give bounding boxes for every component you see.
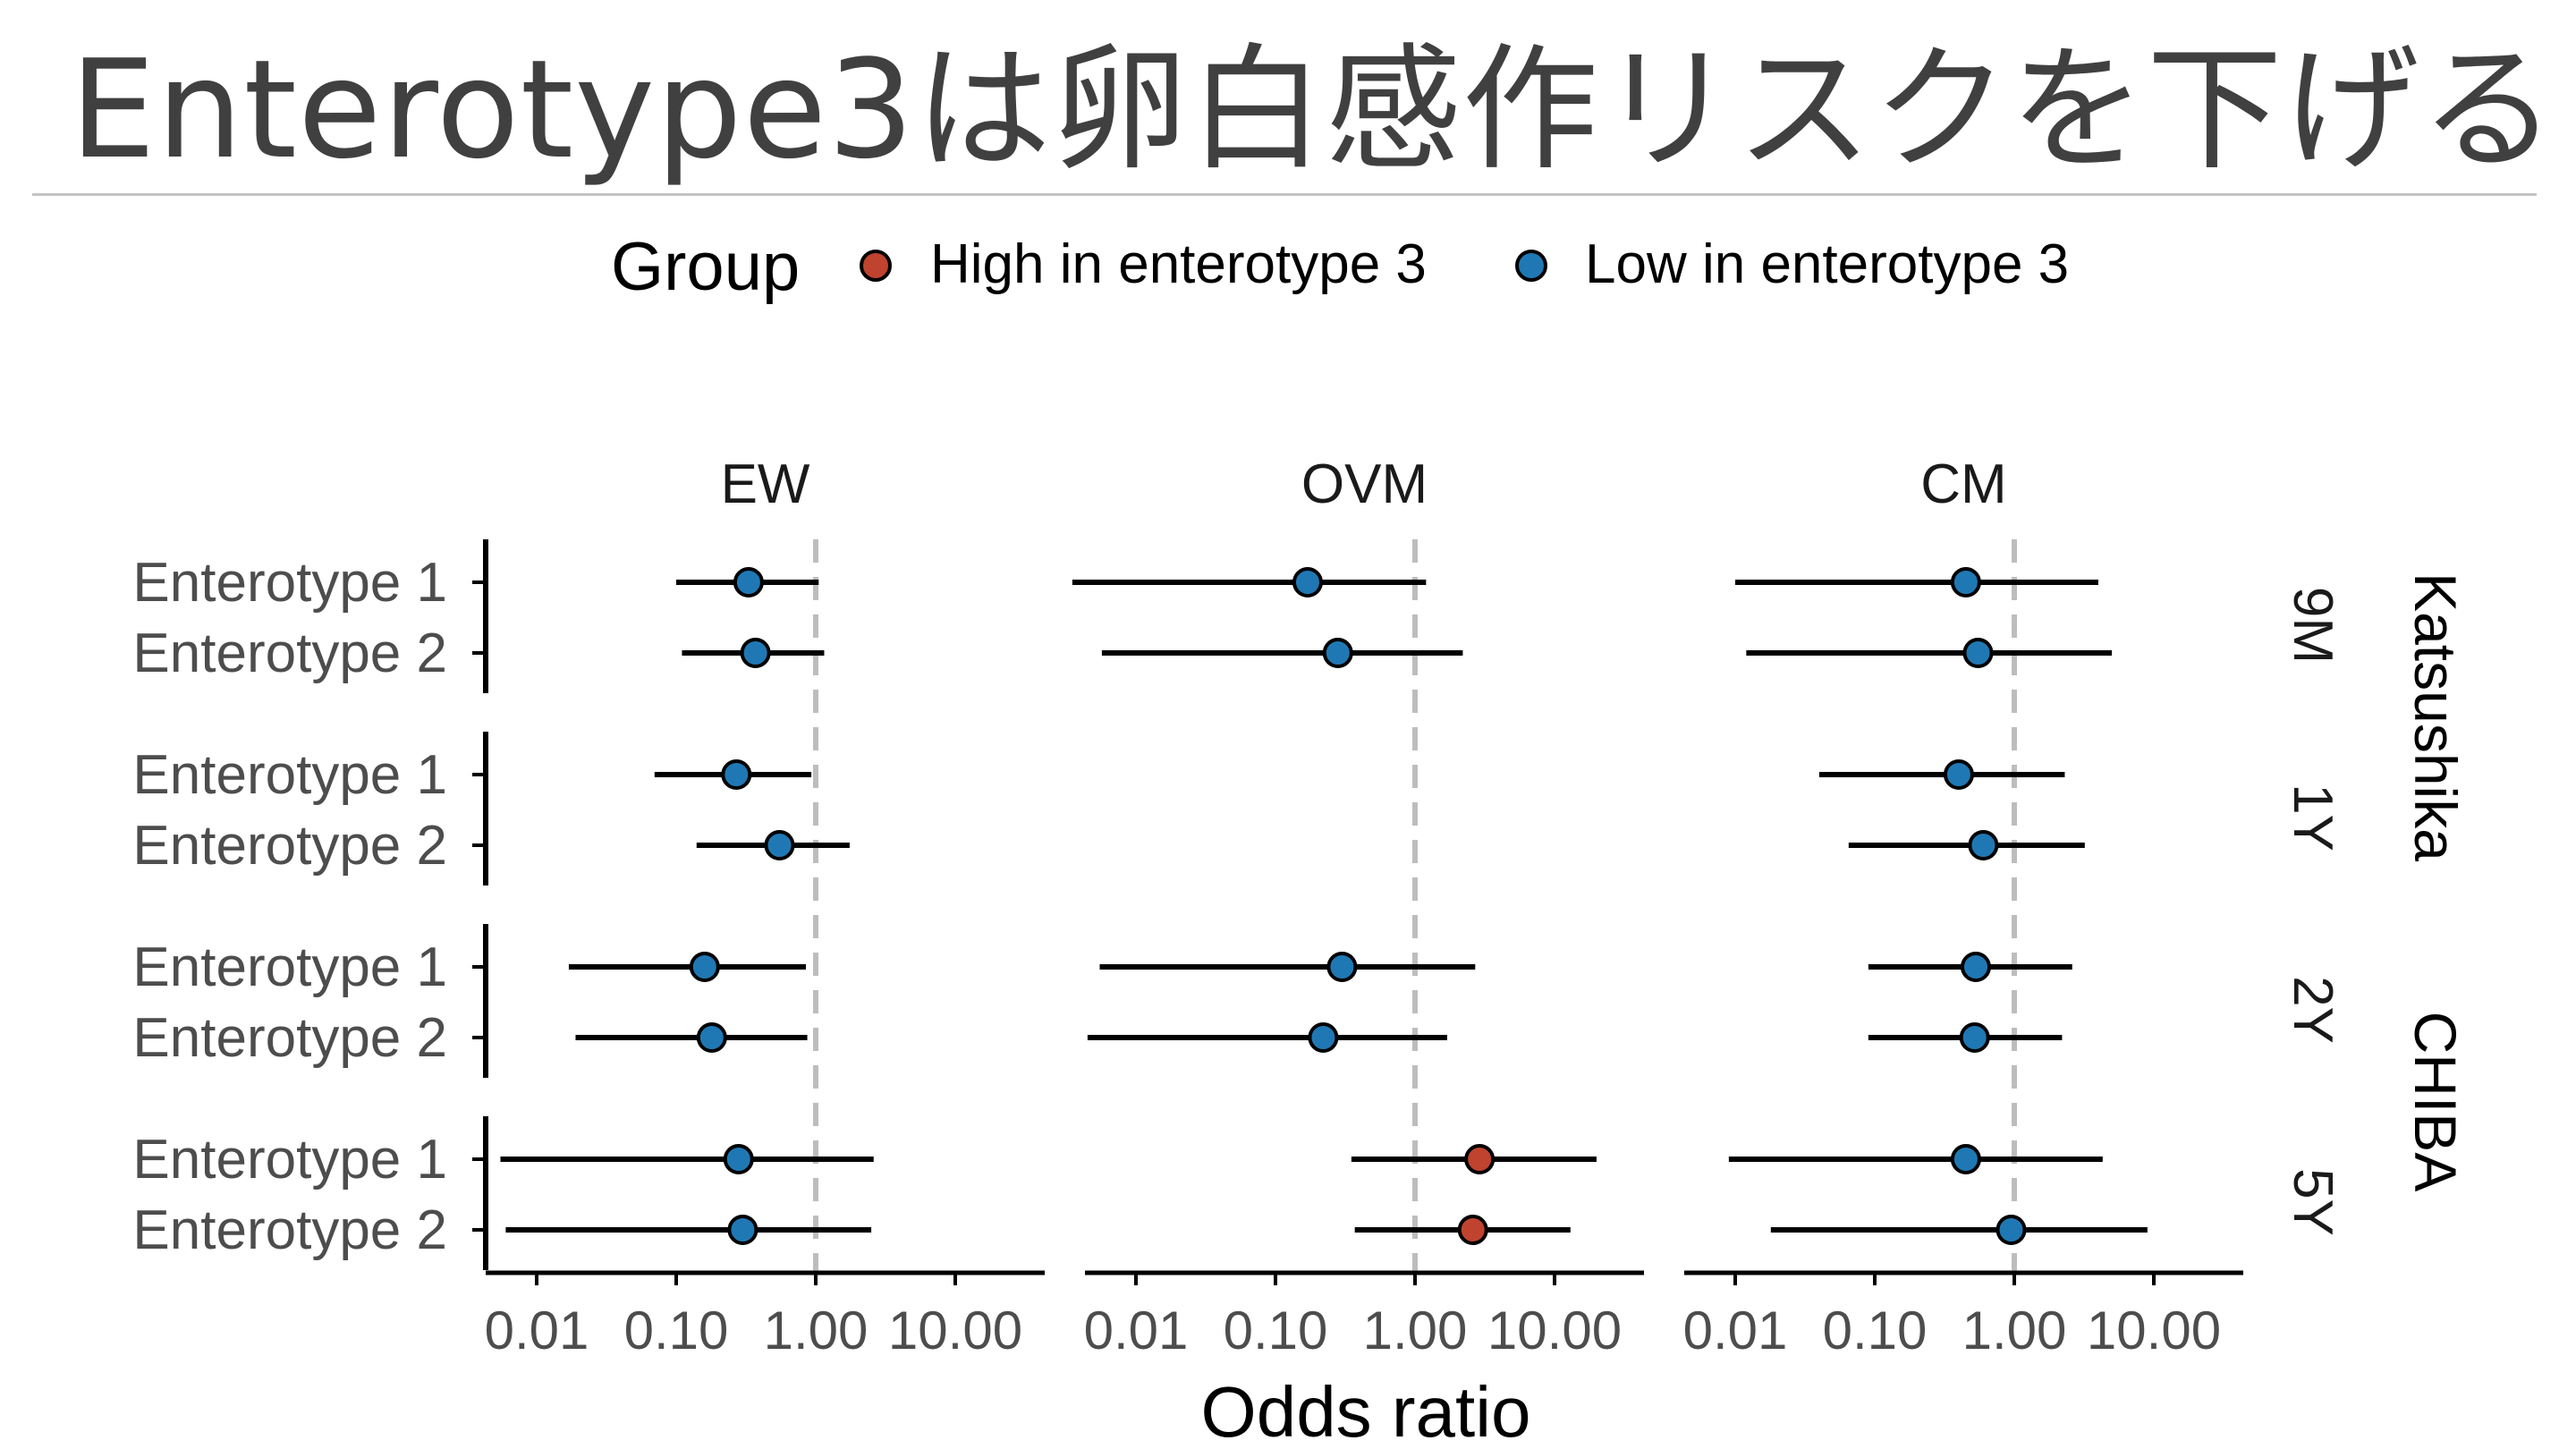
- point-ovm-2y-enterotype-1: [1326, 952, 1358, 982]
- facet-label-ovm: OVM: [1301, 453, 1428, 515]
- legend-key-low: [1515, 250, 1547, 282]
- x-tick-label: 0.01: [1683, 1301, 1788, 1360]
- y-tick-label: Enterotype 1: [132, 1129, 447, 1191]
- point-ew-1y-enterotype-1: [721, 759, 752, 790]
- y-tick-label: Enterotype 1: [132, 936, 447, 998]
- point-ew-9m-enterotype-2: [740, 638, 771, 668]
- point-cm-1y-enterotype-1: [1943, 759, 1974, 790]
- row-strip-label-5y: 5Y: [2282, 1168, 2343, 1236]
- point-cm-9m-enterotype-1: [1950, 567, 1981, 597]
- point-cm-2y-enterotype-1: [1960, 952, 1991, 982]
- point-ovm-2y-enterotype-2: [1308, 1022, 1339, 1053]
- x-tick-label: 0.10: [1823, 1301, 1928, 1360]
- point-cm-5y-enterotype-2: [1996, 1215, 2027, 1245]
- x-tick-label: 0.10: [624, 1301, 729, 1360]
- legend: Group High in enterotype 3 Low in entero…: [611, 229, 2069, 305]
- point-ew-9m-enterotype-1: [733, 567, 764, 597]
- point-ew-2y-enterotype-2: [696, 1022, 727, 1053]
- y-tick-label: Enterotype 2: [132, 623, 447, 684]
- y-tick-label: Enterotype 2: [132, 1007, 447, 1069]
- cohort-strip-label-chiba: CHIBA: [2402, 1012, 2469, 1192]
- slide-title: Enterotype3は卵白感作リスクを下げる: [70, 30, 2557, 189]
- row-strip-label-2y: 2Y: [2282, 976, 2343, 1044]
- x-tick-label: 0.10: [1224, 1301, 1328, 1360]
- row-strip-label-1y: 1Y: [2282, 784, 2343, 852]
- y-tick-label: Enterotype 2: [132, 815, 447, 877]
- point-cm-9m-enterotype-2: [1962, 638, 1994, 668]
- point-cm-1y-enterotype-2: [1968, 830, 1999, 860]
- legend-key-high: [860, 250, 892, 282]
- x-tick-label: 1.00: [764, 1301, 869, 1360]
- x-tick-label: 10.00: [2087, 1301, 2221, 1360]
- point-ew-5y-enterotype-2: [727, 1215, 758, 1245]
- legend-title: Group: [611, 229, 800, 305]
- point-cm-2y-enterotype-2: [1959, 1022, 1990, 1053]
- plot-area: EW 0.01 0.10 1.00 10.00 OVM 0.01 0.10 1.00 10.00 C…: [132, 453, 2469, 1360]
- point-cm-5y-enterotype-1: [1950, 1144, 1981, 1174]
- x-tick-label: 1.00: [1962, 1301, 2067, 1360]
- y-tick-label: Enterotype 1: [132, 744, 447, 806]
- point-ew-5y-enterotype-1: [723, 1144, 754, 1174]
- facet-label-cm: CM: [1920, 453, 2006, 515]
- point-ew-1y-enterotype-2: [764, 830, 795, 860]
- point-ovm-5y-enterotype-1: [1464, 1144, 1496, 1174]
- cohort-strip-label-katsushika: Katsushika: [2402, 572, 2469, 861]
- legend-label-low: Low in enterotype 3: [1585, 233, 2069, 295]
- point-ovm-9m-enterotype-2: [1322, 638, 1353, 668]
- point-ovm-5y-enterotype-2: [1457, 1215, 1488, 1245]
- x-tick-label: 10.00: [1487, 1301, 1622, 1360]
- x-tick-label: 0.01: [1084, 1301, 1189, 1360]
- x-tick-label: 1.00: [1363, 1301, 1468, 1360]
- y-tick-label: Enterotype 2: [132, 1199, 447, 1261]
- title-divider: [32, 193, 2537, 196]
- point-ovm-9m-enterotype-1: [1292, 567, 1323, 597]
- facet-label-ew: EW: [721, 453, 810, 515]
- x-tick-label: 0.01: [485, 1301, 589, 1360]
- point-ew-2y-enterotype-1: [689, 952, 720, 982]
- legend-label-high: High in enterotype 3: [930, 233, 1427, 295]
- x-axis-title: Odds ratio: [1200, 1372, 1530, 1449]
- y-tick-label: Enterotype 1: [132, 552, 447, 614]
- x-tick-label: 10.00: [888, 1301, 1022, 1360]
- row-strip-label-9m: 9M: [2282, 587, 2343, 664]
